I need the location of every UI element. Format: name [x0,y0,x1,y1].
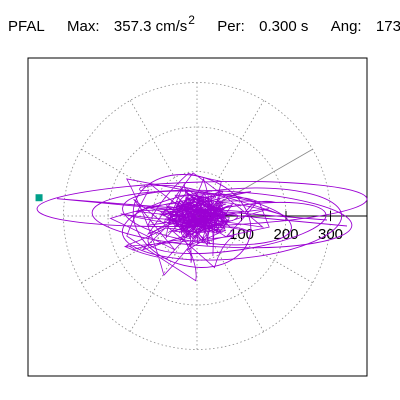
trace-loop [121,187,343,261]
tick-label: 300 [318,226,343,243]
trace-core [109,172,286,282]
trace-loop [147,201,327,255]
tick-label: 100 [229,226,254,243]
trace-loop [91,189,353,249]
max-unit-superscript: 2 [188,13,195,27]
max-label: Max: [67,18,100,35]
station-code: PFAL [8,18,45,35]
trace-group [36,172,368,282]
plot-frame [27,57,368,377]
angle-value: 173.4 [375,18,400,35]
period-label: Per: [217,18,245,35]
chart-title: PFAL Max: 357.3 cm/s2 Per: 0.300 s Ang: … [8,13,400,41]
period-value: 0.300 s [259,18,309,35]
angle-label: Ang: [330,18,362,35]
tick-label: 200 [273,226,298,243]
max-point-marker [35,194,43,202]
max-value: 357.3 cm/s [113,18,188,35]
